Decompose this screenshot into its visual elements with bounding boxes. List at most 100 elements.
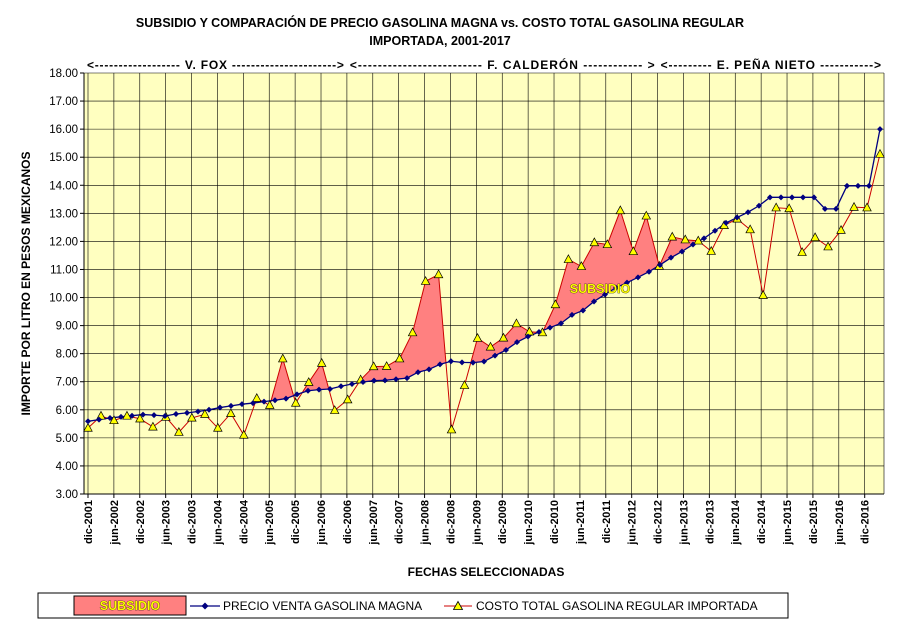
series-markers [83,126,885,439]
magna-price-point [459,359,465,366]
magna-price-point [822,205,828,212]
axes [80,72,884,498]
regular-cost-point [148,421,158,431]
magna-price-point [877,126,883,133]
x-tick-label: dic-2010 [549,500,561,544]
magna-price-point [228,402,234,409]
regular-cost-point [680,234,691,244]
x-tick-label: dic-2016 [860,500,872,544]
regular-cost-point [264,400,275,409]
legend-magna-marker [201,602,209,610]
regular-cost-line [87,153,881,437]
regular-cost-point [303,377,314,386]
regular-cost-point [472,332,483,342]
magna-price-point [184,409,190,416]
magna-price-point [261,398,267,405]
y-axis-title: IMPORTE POR LITRO EN PESOS MEXICANOS [19,151,33,415]
magna-price-point [448,358,454,365]
magna-price-point [668,254,674,261]
x-tick-label: dic-2006 [342,500,354,544]
x-tick-label: jun-2009 [471,500,483,546]
regular-cost-point [823,241,833,251]
plot-area [84,73,884,494]
x-tick-label: jun-2012 [627,500,639,546]
regular-cost-point [251,393,262,402]
regular-cost-point [109,415,119,425]
magna-price-point [844,182,850,189]
x-tick-label: dic-2015 [808,500,820,544]
regular-cost-point [576,261,587,270]
regular-cost-point [511,318,522,328]
magna-price-point [536,329,542,336]
y-tick-label: 4.00 [56,461,78,473]
regular-cost-point [706,245,717,255]
regular-cost-point [758,290,768,299]
x-tick-label: jun-2005 [264,500,276,546]
magna-price-point [602,291,608,298]
subsidy-region [359,274,446,383]
x-tick-label: jun-2006 [316,500,328,546]
regular-cost-point [420,276,431,285]
x-tick-label: jun-2014 [730,499,742,546]
magna-price-point [129,412,135,419]
magna-price-point [470,359,476,366]
x-tick-label: jun-2004 [212,499,224,546]
y-tick-label: 15.00 [49,152,78,164]
magna-price-point [492,352,498,359]
regular-cost-point [122,410,132,420]
magna-price-point [118,413,124,420]
regular-cost-point [290,397,301,407]
regular-cost-point [135,413,145,423]
presidential-terms: <------------------ V. FOX -------------… [87,57,881,72]
regular-cost-point [213,422,223,432]
regular-cost-point [693,235,704,245]
regular-cost-point [277,353,288,363]
x-tick-label: dic-2013 [704,500,716,544]
legend-regular-label: COSTO TOTAL GASOLINA REGULAR IMPORTADA [476,599,758,613]
regular-cost-point [524,326,535,336]
y-tick-label: 17.00 [49,96,78,108]
x-tick-label: dic-2007 [394,500,406,544]
magna-price-point [404,375,410,382]
regular-cost-point [615,205,626,215]
magna-price-point [481,358,487,365]
y-tick-label: 9.00 [56,321,78,333]
regular-cost-point [875,148,885,158]
magna-price-point [107,414,113,421]
x-tick-label: dic-2009 [497,500,509,544]
y-tick-labels: 3.00 4.00 5.00 6.00 7.00 8.00 9.00 10.00 11.00 12… [49,68,78,501]
x-tick-label: dic-2004 [238,499,250,544]
magna-price-point [349,380,355,387]
x-tick-label: jun-2011 [575,500,587,545]
chart-subtitle: IMPORTADA, 2001-2017 [369,34,511,48]
magna-price-point [701,235,707,242]
magna-price-point [657,261,663,268]
regular-cost-point [641,210,652,220]
magna-price-point [580,307,586,314]
y-tick-label: 11.00 [50,264,78,276]
magna-price-point [855,182,861,189]
magna-price-point [613,284,619,291]
magna-price-point [712,227,718,234]
y-tick-label: 3.00 [56,489,78,501]
regular-cost-point [745,224,755,234]
x-tick-label: jun-2013 [678,500,690,546]
magna-price-point [624,279,630,286]
y-tick-label: 16.00 [49,124,78,136]
term-label: <------------------ V. FOX -------------… [87,58,344,72]
y-tick-label: 13.00 [49,208,78,220]
magna-price-point [371,377,377,384]
x-tick-label: jun-2010 [523,500,535,546]
regular-cost-point [810,232,820,242]
magna-price-point [690,241,696,248]
magna-price-point [778,194,784,201]
magna-price-point [85,418,91,425]
legend-subsidio-label: SUBSIDIO [100,599,161,613]
regular-cost-point [187,412,197,422]
regular-cost-point [342,394,353,404]
magna-price-point [173,411,179,418]
magna-price-point [591,298,597,305]
x-tick-label: dic-2002 [135,500,147,544]
subsidy-area-label: SUBSIDIO [570,282,631,296]
